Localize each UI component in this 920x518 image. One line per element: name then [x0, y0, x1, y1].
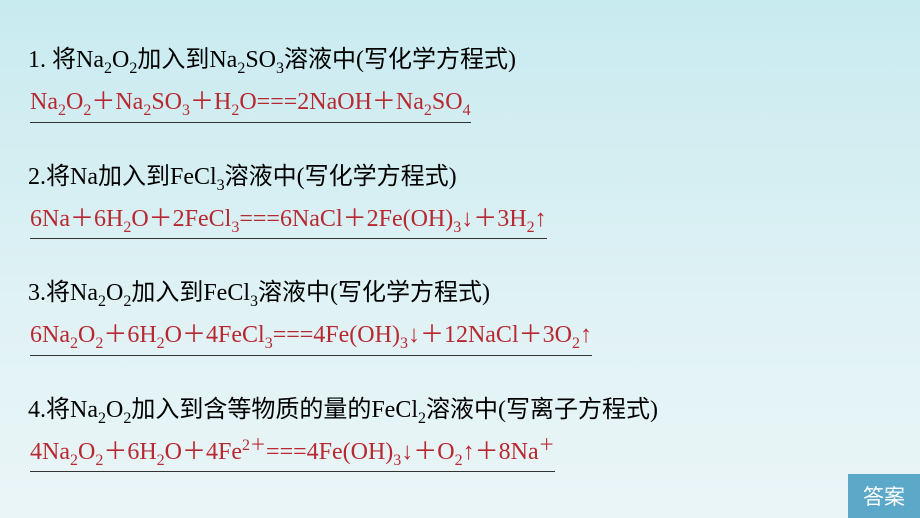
answer-line-4: 4Na2O2＋6H2O＋4Fe2＋===4Fe(OH)3↓＋O2↑＋8Na＋: [28, 436, 892, 491]
question-2: 2.将Na加入到FeCl3溶液中(写化学方程式): [28, 159, 892, 195]
answer-line-3: 6Na2O2＋6H2O＋4FeCl3===4Fe(OH)3↓＋12NaCl＋3O…: [28, 319, 892, 374]
answer-button[interactable]: 答案: [848, 474, 920, 518]
answer-1: Na2O2＋Na2SO3＋H2O===2NaOH＋Na2SO4: [30, 86, 471, 123]
item-2: 2.将Na加入到FeCl3溶液中(写化学方程式) 6Na＋6H2O＋2FeCl3…: [28, 159, 892, 258]
answer-4: 4Na2O2＋6H2O＋4Fe2＋===4Fe(OH)3↓＋O2↑＋8Na＋: [30, 436, 555, 473]
question-1: 1. 将Na2O2加入到Na2SO3溶液中(写化学方程式): [28, 42, 892, 78]
answer-2: 6Na＋6H2O＋2FeCl3===6NaCl＋2Fe(OH)3↓＋3H2↑: [30, 203, 547, 240]
question-4: 4.将Na2O2加入到含等物质的量的FeCl2溶液中(写离子方程式): [28, 392, 892, 428]
item-1: 1. 将Na2O2加入到Na2SO3溶液中(写化学方程式) Na2O2＋Na2S…: [28, 42, 892, 141]
answer-line-1: Na2O2＋Na2SO3＋H2O===2NaOH＋Na2SO4: [28, 86, 892, 141]
question-3: 3.将Na2O2加入到FeCl3溶液中(写化学方程式): [28, 275, 892, 311]
content-container: 1. 将Na2O2加入到Na2SO3溶液中(写化学方程式) Na2O2＋Na2S…: [28, 42, 892, 490]
item-3: 3.将Na2O2加入到FeCl3溶液中(写化学方程式) 6Na2O2＋6H2O＋…: [28, 275, 892, 374]
answer-3: 6Na2O2＋6H2O＋4FeCl3===4Fe(OH)3↓＋12NaCl＋3O…: [30, 319, 592, 356]
item-4: 4.将Na2O2加入到含等物质的量的FeCl2溶液中(写离子方程式) 4Na2O…: [28, 392, 892, 491]
answer-line-2: 6Na＋6H2O＋2FeCl3===6NaCl＋2Fe(OH)3↓＋3H2↑: [28, 203, 892, 258]
